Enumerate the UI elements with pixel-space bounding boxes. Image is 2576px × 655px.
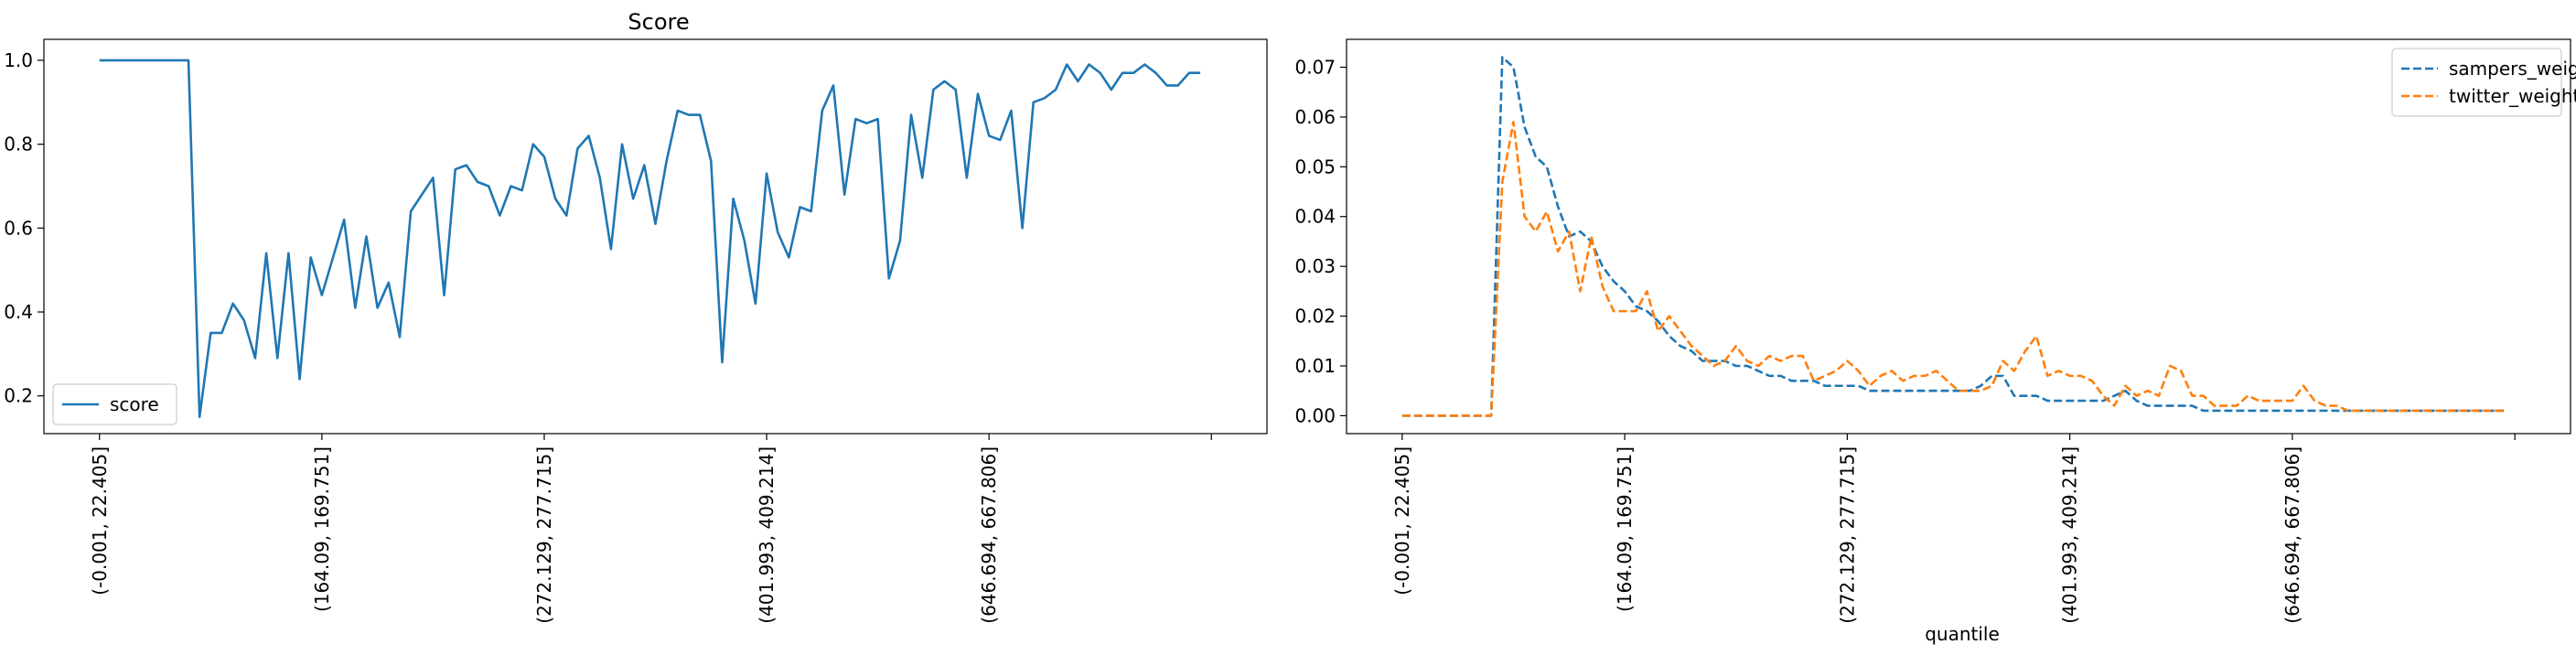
x-tick-label: (164.09, 169.751] — [1614, 446, 1636, 612]
y-tick-label: 0.03 — [1294, 255, 1336, 277]
y-tick-label: 0.4 — [4, 301, 33, 323]
x-tick-label: (272.129, 277.715] — [1836, 446, 1858, 624]
y-tick-label: 0.02 — [1294, 306, 1336, 328]
y-tick-label: 0.6 — [4, 217, 33, 239]
axes-frame — [43, 38, 1268, 435]
series-line-twitter-weight — [1401, 121, 2505, 417]
weights-plot-area: 0.00 0.01 0.02 0.03 0.04 0.05 0.06 0.07 (-0.001,… — [1294, 38, 2571, 624]
score-plot-area: 0.2 0.4 0.6 0.8 1.0 (-0.001, 22.405] (164.09, … — [4, 38, 1268, 624]
legend-label: twitter_weight — [2449, 85, 2576, 107]
series-line-score — [99, 59, 1201, 418]
series-line-sampers-weight — [1401, 56, 2505, 417]
x-tick-label: (646.694, 667.806] — [2281, 446, 2303, 624]
score-chart: Score 0.2 0.4 0.6 0.8 1.0 (-0.001, 22.405] (16… — [4, 9, 1268, 624]
y-tick-label: 0.00 — [1294, 404, 1336, 426]
weights-chart: 0.00 0.01 0.02 0.03 0.04 0.05 0.06 0.07 (-0.001,… — [1294, 38, 2576, 645]
legend-label: sampers_weight — [2449, 58, 2576, 80]
x-tick-label: (401.993, 409.214] — [2059, 446, 2081, 624]
x-tick-label: (401.993, 409.214] — [756, 446, 778, 624]
weights-legend: sampers_weight twitter_weight — [2391, 48, 2576, 117]
y-tick-label: 0.8 — [4, 134, 33, 156]
x-tick-label: (164.09, 169.751] — [311, 446, 333, 612]
x-tick-label: (-0.001, 22.405] — [1391, 446, 1413, 596]
legend-box — [2391, 48, 2562, 117]
x-tick-label: (646.694, 667.806] — [978, 446, 1000, 624]
x-tick-label: (-0.001, 22.405] — [89, 446, 111, 596]
legend-label: score — [110, 393, 159, 415]
legend-box — [52, 383, 177, 425]
y-tick-label: 0.04 — [1294, 206, 1336, 228]
y-tick-label: 1.0 — [4, 49, 33, 71]
x-tick-label: (272.129, 277.715] — [533, 446, 555, 624]
y-tick-label: 0.05 — [1294, 156, 1336, 177]
y-tick-label: 0.07 — [1294, 56, 1336, 78]
y-tick-label: 0.2 — [4, 385, 33, 407]
y-tick-label: 0.01 — [1294, 355, 1336, 377]
chart-title: Score — [628, 9, 689, 35]
x-axis-label: quantile — [1925, 623, 2000, 645]
y-tick-label: 0.06 — [1294, 106, 1336, 128]
axes-frame — [1346, 38, 2571, 435]
score-legend: score — [52, 383, 177, 425]
